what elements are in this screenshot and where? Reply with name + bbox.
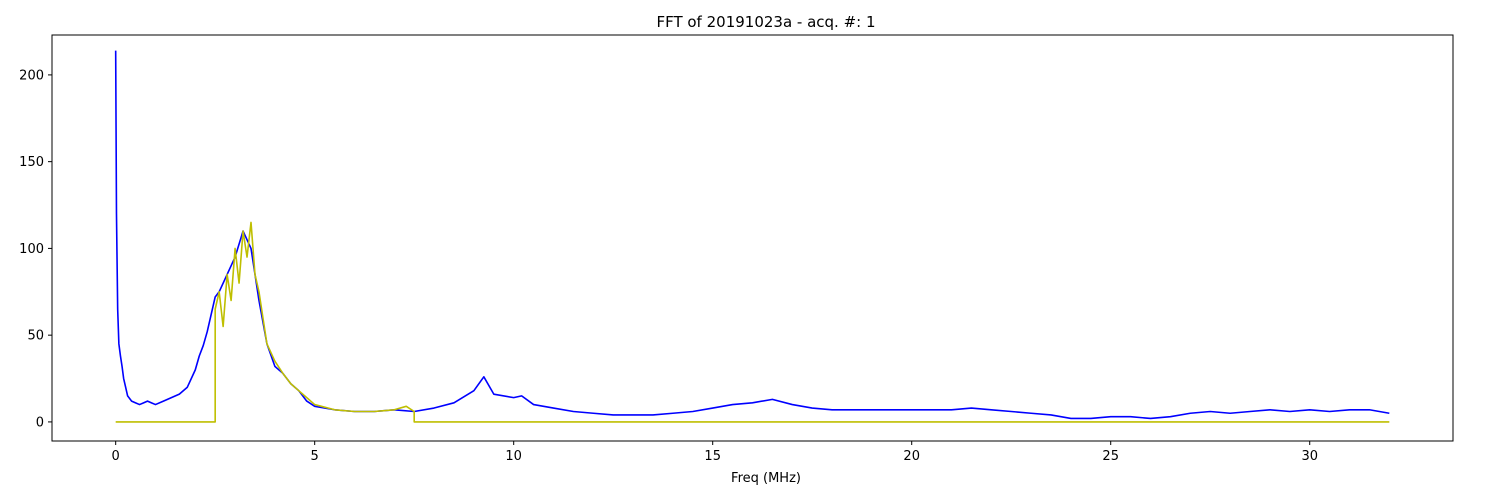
series-line-1 (114, 50, 1390, 420)
y-tick-label: 200 (19, 68, 44, 83)
x-axis: 0 5 10 15 20 25 30 (112, 441, 1318, 464)
series-line-2 (115, 221, 1390, 423)
y-tick-label: 100 (19, 242, 44, 257)
axes-frame (51, 34, 1454, 442)
y-tick-label: 50 (27, 329, 44, 344)
x-tick-label: 0 (112, 449, 120, 464)
x-tick-label: 20 (903, 449, 920, 464)
x-tick-label: 5 (311, 449, 319, 464)
y-tick-label: 0 (36, 415, 44, 430)
plot-area (114, 50, 1390, 423)
y-axis: 0 50 100 150 200 (19, 68, 52, 430)
y-tick-label: 150 (19, 155, 44, 170)
x-axis-label: Freq (MHz) (731, 471, 801, 486)
x-tick-label: 25 (1102, 449, 1119, 464)
x-tick-label: 10 (505, 449, 522, 464)
chart-title: FFT of 20191023a - acq. #: 1 (656, 13, 875, 31)
x-tick-label: 15 (704, 449, 721, 464)
x-tick-label: 30 (1301, 449, 1318, 464)
